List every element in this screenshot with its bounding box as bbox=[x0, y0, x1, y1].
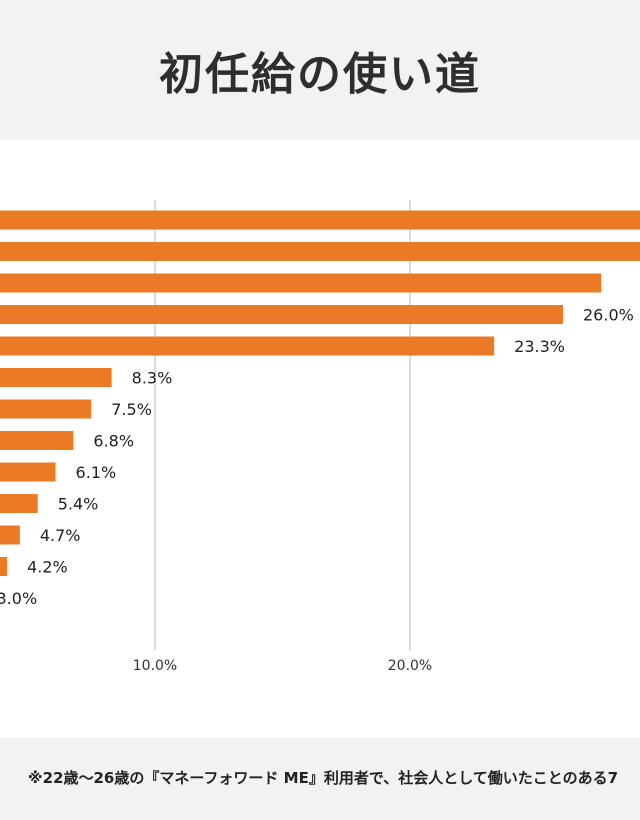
data-label: 7.5% bbox=[111, 400, 152, 419]
data-label: 4.2% bbox=[27, 558, 68, 577]
data-labels: 26.0% 23.3% 8.3% 7.5% 6.8% 6.1% 5.4% 4.7% 4.2% 3.… bbox=[0, 306, 634, 609]
data-label: 26.0% bbox=[583, 306, 634, 325]
data-label: 8.3% bbox=[132, 369, 173, 388]
header: 初任給の使い道 bbox=[0, 0, 640, 140]
x-tick-label: 20.0% bbox=[388, 658, 432, 674]
data-label: 6.8% bbox=[93, 432, 134, 451]
bar bbox=[0, 557, 8, 576]
data-label: 3.0% bbox=[0, 589, 37, 608]
bar bbox=[0, 273, 602, 293]
bar bbox=[0, 336, 495, 356]
chart-title: 初任給の使い道 bbox=[159, 49, 481, 100]
bar bbox=[0, 431, 74, 450]
x-tick-label: 10.0% bbox=[133, 658, 177, 674]
bar bbox=[0, 399, 92, 419]
bar bbox=[0, 525, 20, 545]
data-label: 5.4% bbox=[58, 495, 99, 514]
bar bbox=[0, 368, 112, 387]
bar bbox=[0, 494, 38, 513]
bar bbox=[0, 242, 640, 261]
bar bbox=[0, 462, 56, 482]
footer: ※22歳〜26歳の『マネーフォワード ME』利用者で、社会人として働いたことのあ… bbox=[0, 738, 640, 820]
bars bbox=[0, 210, 640, 576]
bar-chart: 26.0% 23.3% 8.3% 7.5% 6.8% 6.1% 5.4% 4.7% 4.2% 3.… bbox=[0, 200, 640, 674]
data-label: 6.1% bbox=[76, 463, 117, 482]
footnote: ※22歳〜26歳の『マネーフォワード ME』利用者で、社会人として働いたことのあ… bbox=[28, 769, 619, 787]
x-axis-ticks: 10.0% 20.0% bbox=[133, 658, 432, 674]
gridlines bbox=[154, 200, 411, 650]
data-label: 4.7% bbox=[40, 526, 81, 545]
data-label: 23.3% bbox=[514, 337, 565, 356]
bar bbox=[0, 305, 563, 324]
bar bbox=[0, 210, 640, 230]
